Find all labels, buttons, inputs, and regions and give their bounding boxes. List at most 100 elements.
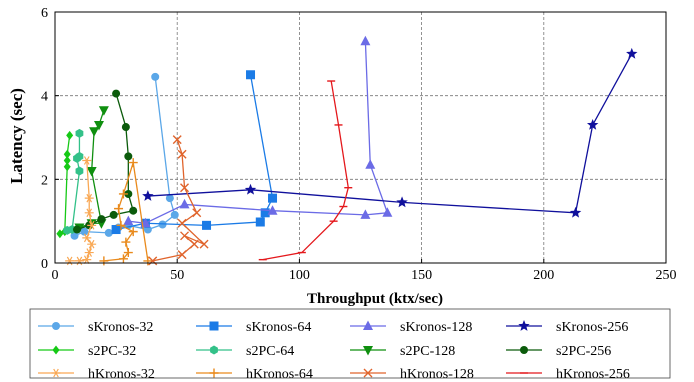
data-point-s2pc-256	[109, 210, 118, 219]
data-point-s2pc-256	[97, 215, 106, 224]
data-point-skronos-64	[111, 225, 121, 235]
legend-marker-skronos-128	[363, 320, 373, 330]
data-point-skronos-32	[80, 227, 89, 236]
data-point-skronos-64	[246, 70, 256, 80]
data-point-skronos-256	[586, 118, 599, 130]
legend-marker-skronos-256	[518, 320, 530, 331]
data-point-skronos-64	[260, 208, 270, 218]
legend-marker-s2pc-128	[363, 346, 373, 356]
data-point-s2pc-256	[129, 206, 138, 215]
x-tick-label: 250	[656, 268, 677, 283]
data-point-skronos-256	[142, 190, 154, 201]
data-point-s2pc-32	[63, 156, 71, 166]
legend-marker-hkronos-64	[209, 368, 219, 378]
data-point-hkronos-64	[128, 227, 138, 237]
x-tick-label: 150	[411, 268, 432, 283]
data-point-s2pc-32	[66, 130, 74, 140]
legend-item-hkronos-256: hKronos-256	[506, 367, 630, 382]
legend-box	[29, 308, 671, 379]
data-point-hkronos-64	[99, 256, 109, 266]
legend-label-skronos-128: sKronos-128	[400, 320, 472, 335]
data-point-hkronos-32	[87, 239, 97, 249]
legend-label-hkronos-128: hKronos-128	[400, 367, 474, 382]
data-point-s2pc-256	[121, 123, 130, 132]
legend-item-skronos-32: sKronos-32	[38, 320, 153, 335]
data-point-hkronos-32	[74, 256, 84, 266]
data-point-skronos-32	[104, 228, 113, 237]
data-point-skronos-256	[244, 183, 257, 195]
legend-item-hkronos-128: hKronos-128	[350, 367, 474, 382]
data-point-hkronos-128	[199, 239, 209, 249]
data-point-skronos-256	[396, 196, 408, 208]
legend-label-skronos-256: sKronos-256	[556, 320, 628, 335]
x-axis-label: Throughput (ktx/sec)	[307, 291, 443, 307]
legend-marker-s2pc-64	[210, 345, 218, 355]
data-point-skronos-32	[170, 210, 179, 219]
data-point-s2pc-64	[75, 151, 84, 161]
y-axis-label: Latency (sec)	[7, 88, 26, 184]
data-point-skronos-256	[569, 206, 582, 218]
data-point-hkronos-128	[177, 250, 187, 260]
data-point-s2pc-32	[63, 149, 71, 159]
legend-label-s2pc-32: s2PC-32	[88, 344, 136, 359]
series-line-skronos-32	[74, 76, 176, 237]
y-tick-label: 0	[41, 257, 48, 272]
data-point-hkronos-64	[143, 256, 153, 266]
data-point-skronos-32	[165, 194, 174, 203]
data-point-hkronos-64	[114, 204, 124, 214]
data-point-skronos-128	[123, 215, 134, 226]
legend-marker-skronos-32	[52, 322, 60, 330]
y-tick-label: 2	[41, 173, 48, 188]
legend-marker-s2pc-32	[52, 345, 60, 355]
data-point-hkronos-32	[82, 156, 92, 165]
data-point-s2pc-64	[75, 128, 84, 138]
data-point-hkronos-64	[118, 254, 128, 264]
legend-item-s2pc-32: s2PC-32	[38, 344, 136, 359]
data-point-s2pc-64	[75, 166, 84, 176]
data-point-hkronos-128	[192, 208, 202, 218]
legend-item-hkronos-32: hKronos-32	[38, 367, 155, 382]
data-point-hkronos-128	[172, 135, 182, 145]
series-layer	[56, 35, 638, 266]
data-point-skronos-128	[365, 159, 376, 169]
data-point-skronos-32	[151, 72, 160, 81]
data-point-skronos-256	[626, 47, 638, 59]
legend-marker-s2pc-256	[520, 346, 528, 354]
x-tick-label: 50	[170, 268, 184, 283]
data-point-s2pc-256	[124, 189, 133, 198]
data-point-s2pc-32	[63, 162, 71, 172]
data-point-skronos-64	[202, 220, 212, 230]
series-s2pc-256	[72, 89, 138, 234]
series-line-hkronos-128	[152, 139, 205, 262]
data-point-hkronos-64	[121, 237, 131, 247]
data-point-hkronos-128	[180, 183, 190, 193]
legend-item-skronos-128: sKronos-128	[350, 320, 472, 335]
series-hkronos-128	[148, 135, 209, 266]
data-point-hkronos-64	[116, 220, 126, 230]
legend-item-hkronos-64: hKronos-64	[196, 367, 313, 382]
series-line-skronos-128	[128, 41, 389, 224]
data-point-s2pc-256	[112, 89, 121, 98]
legend-marker-skronos-64	[209, 321, 219, 331]
data-point-s2pc-256	[72, 225, 81, 234]
series-hkronos-64	[99, 158, 153, 266]
data-point-skronos-128	[179, 198, 190, 209]
data-point-skronos-32	[70, 231, 79, 240]
legend: sKronos-32 sKronos-64 sKronos-128 sKronos-2…	[29, 308, 671, 382]
series-line-skronos-256	[147, 53, 633, 214]
data-point-hkronos-128	[148, 256, 158, 266]
data-point-s2pc-128	[86, 166, 97, 177]
legend-label-s2pc-64: s2PC-64	[246, 344, 294, 359]
data-point-skronos-32	[158, 220, 167, 229]
legend-item-s2pc-64: s2PC-64	[196, 344, 294, 359]
data-point-skronos-128	[382, 207, 393, 217]
legend-item-skronos-256: sKronos-256	[506, 320, 628, 335]
data-point-skronos-64	[255, 217, 265, 227]
data-point-hkronos-64	[123, 248, 133, 258]
y-tick-label: 4	[41, 90, 48, 105]
data-point-hkronos-64	[118, 189, 128, 199]
legend-label-hkronos-64: hKronos-64	[246, 367, 313, 382]
x-tick-label: 200	[533, 268, 554, 283]
data-point-hkronos-32	[84, 193, 94, 203]
